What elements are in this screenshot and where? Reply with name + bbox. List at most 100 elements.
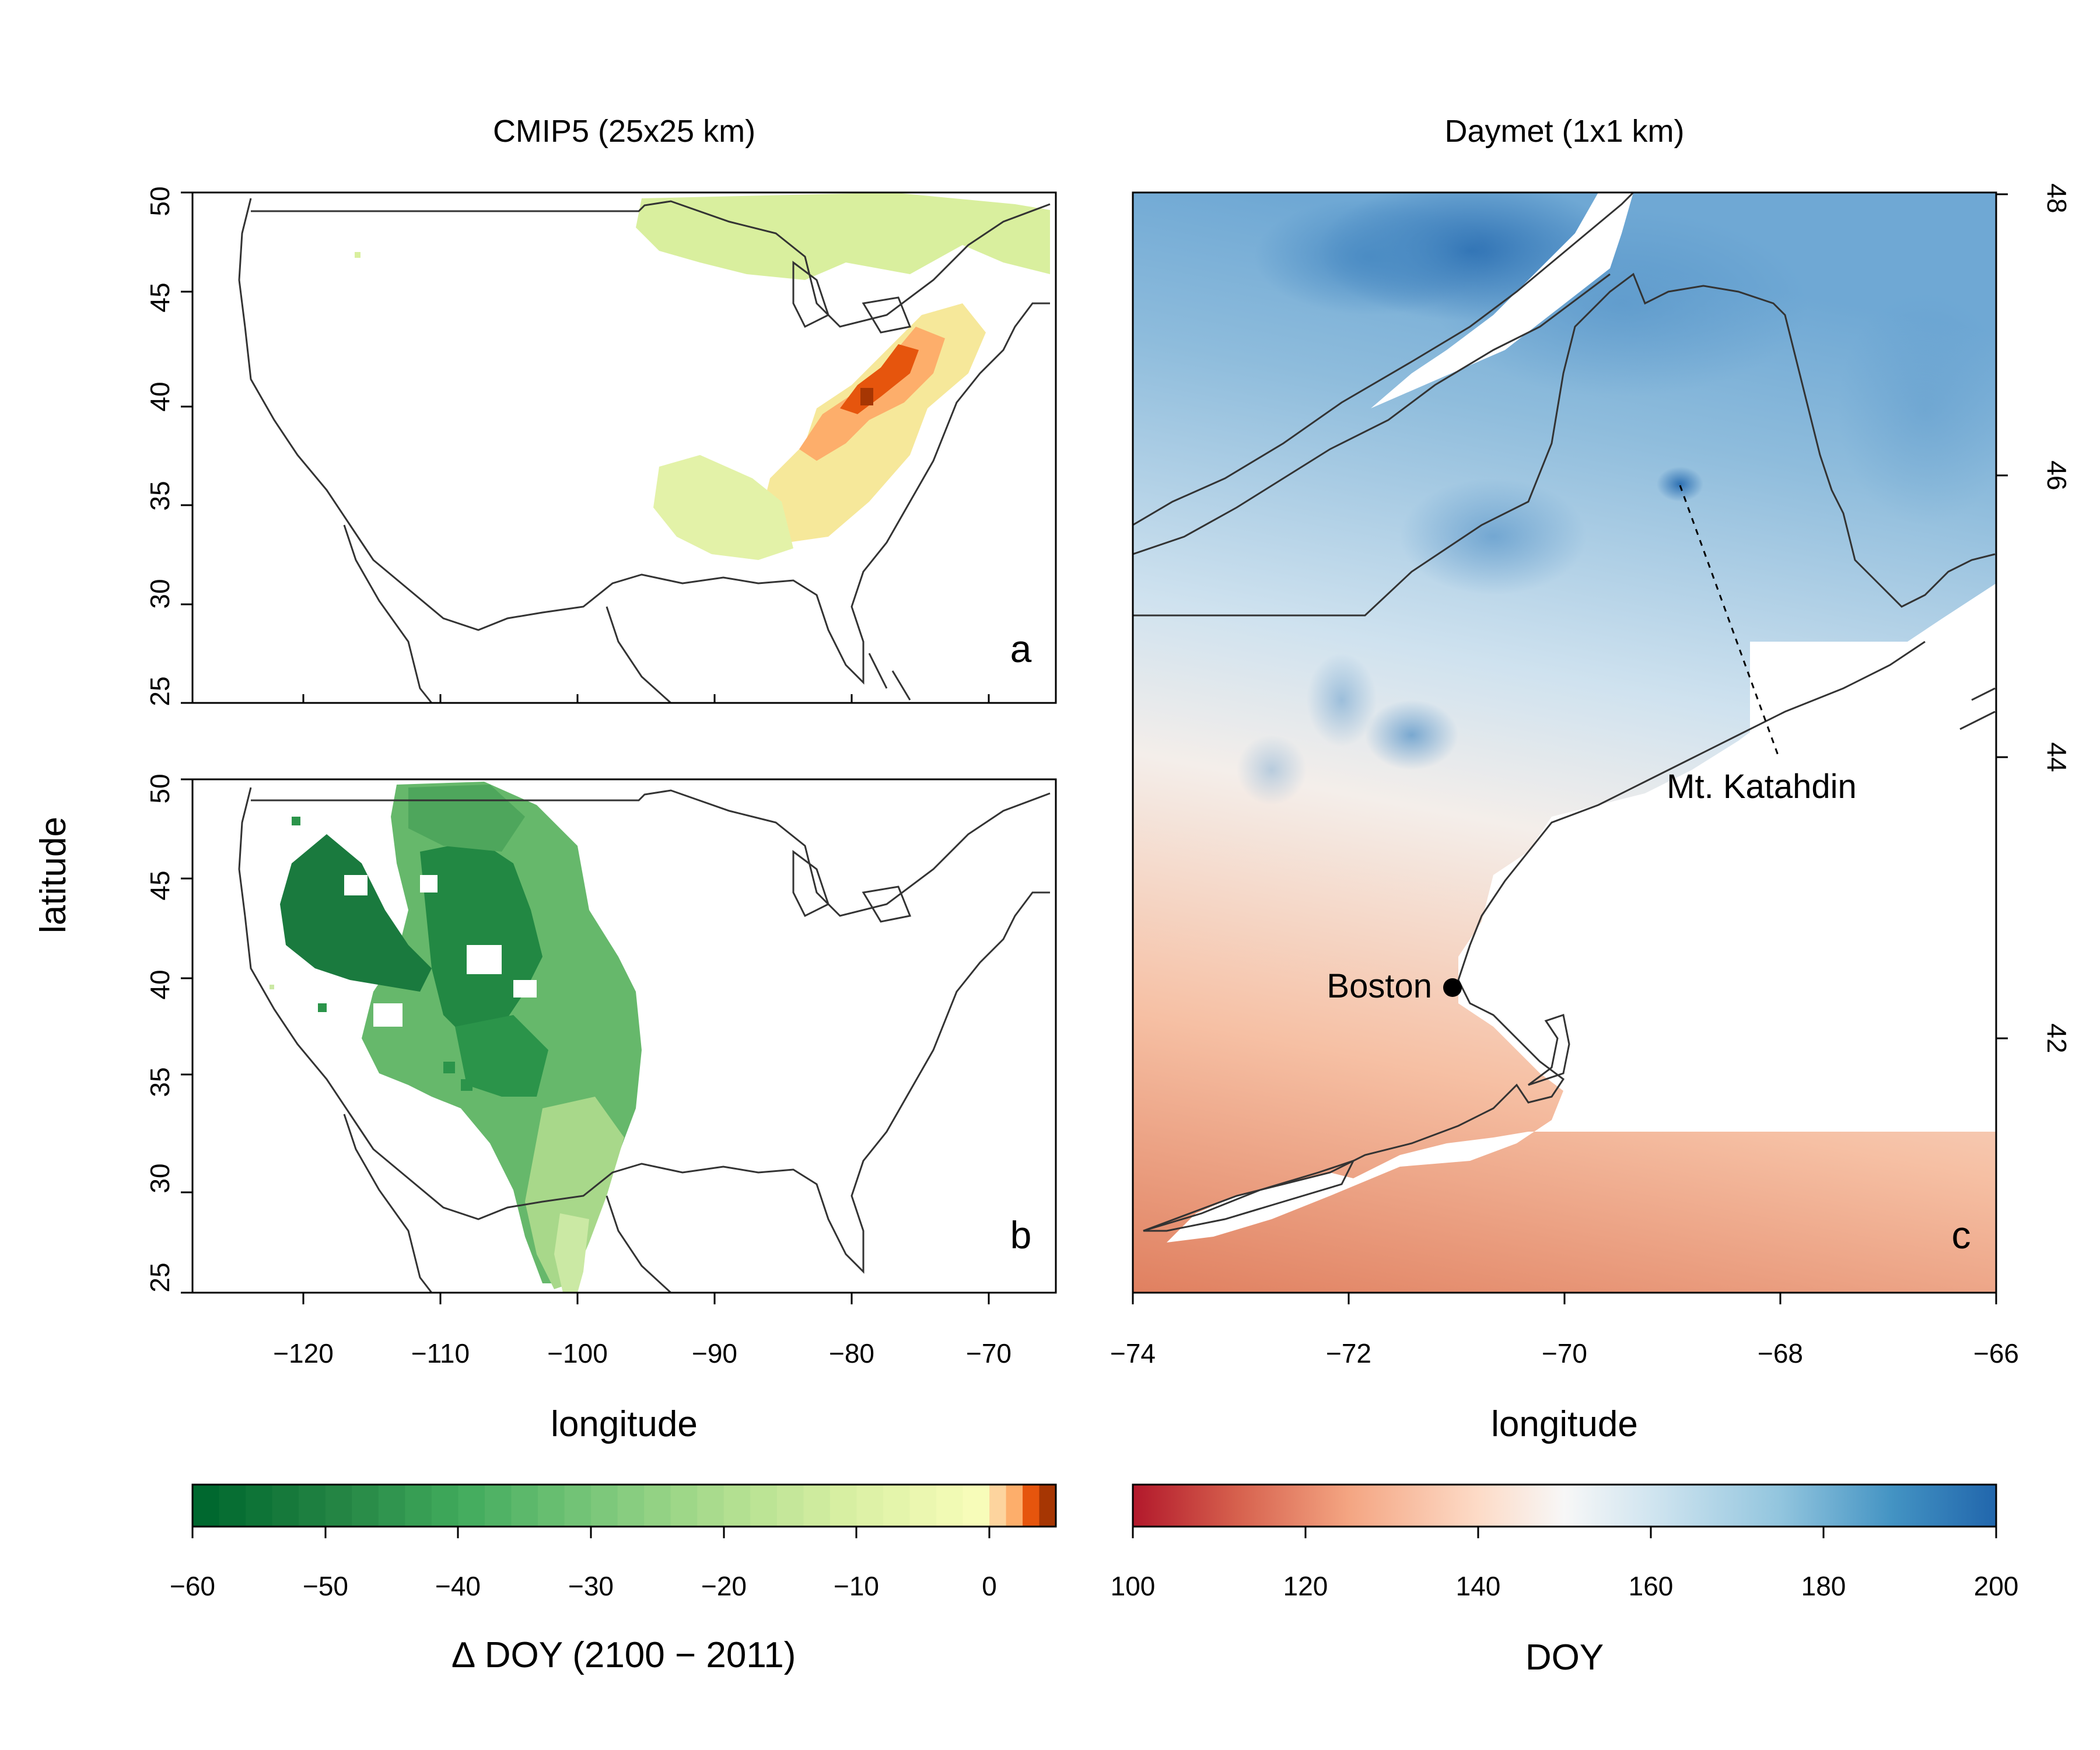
panel-a-west-spot: [355, 252, 360, 258]
colorbar-cell: [963, 1485, 990, 1527]
panel-b-map: b: [191, 778, 1057, 1294]
lon-tick-label: −70: [966, 1338, 1012, 1368]
panel-b-coastline: [238, 787, 1050, 1274]
lat-tick-label: 40: [145, 970, 175, 999]
colorbar-cell: [989, 1485, 1007, 1527]
panel-b-gaps: [344, 875, 537, 1027]
katahdin-label: Mt. Katahdin: [1667, 768, 1857, 806]
lon-tick-label: −68: [1758, 1338, 1803, 1368]
x-axis-label-left: longitude: [551, 1404, 698, 1444]
lon-tick-label: −72: [1326, 1338, 1371, 1368]
left-lat-axis: [181, 191, 192, 1294]
colorbar-tick-label: 140: [1456, 1571, 1501, 1601]
panel-a-us-canada-border: [251, 200, 1051, 328]
colorbar-cell: [378, 1485, 405, 1527]
lon-tick-label: −80: [829, 1338, 874, 1368]
panel-a-letter: a: [1010, 627, 1032, 670]
colorbar-cell: [644, 1485, 671, 1527]
panel-a-baja: [343, 524, 433, 703]
left-lon-axis: [302, 694, 990, 1304]
colorbar-tick-label: 100: [1111, 1571, 1156, 1601]
boston-label: Boston: [1326, 967, 1432, 1005]
lon-tick-label: −70: [1542, 1338, 1587, 1368]
colorbar-cell: [405, 1485, 432, 1527]
colorbar-cell: [909, 1485, 937, 1527]
right-colorbar-frame: [1132, 1483, 1997, 1528]
right-colorbar-label: DOY: [1525, 1637, 1604, 1678]
panel-a-east-field: [758, 303, 986, 542]
panel-c-cape-cod: [1528, 1014, 1570, 1086]
colorbar-cell: [431, 1485, 459, 1527]
left-lon-labels: −120 −110 −100 −90 −80 −70: [273, 1338, 1012, 1368]
panel-c-stlawrence-south: [1133, 273, 1611, 555]
panel-a-canada-field: [636, 192, 1050, 280]
lon-tick-label: −66: [1973, 1338, 2019, 1368]
colorbar-cell: [538, 1485, 565, 1527]
colorbar-tick-label: 180: [1801, 1571, 1846, 1601]
colorbar-cell: [1023, 1485, 1040, 1527]
left-colorbar-labels: −60 −50 −40 −30 −20 −10 0: [170, 1571, 997, 1601]
colorbar-cell: [856, 1485, 884, 1527]
panel-c-map: c Boston Mt. Katahdin: [1132, 191, 1997, 1294]
panel-b-letter: b: [1010, 1213, 1032, 1256]
panel-a-great-lakes: [792, 261, 912, 334]
panel-c-river-band: [1371, 192, 1633, 408]
left-colorbar-frame: [191, 1483, 1057, 1528]
x-axis-label-right: longitude: [1491, 1404, 1638, 1444]
panel-b-palest-green: [554, 1213, 589, 1293]
left-lat-labels-a: 25 30 35 40 45 50: [145, 186, 175, 706]
left-colorbar: −60 −50 −40 −30 −20 −10 0 ∆ DOY (2100 − …: [170, 1483, 1057, 1675]
lon-tick-label: −90: [692, 1338, 737, 1368]
colorbar-tick-label: −10: [834, 1571, 879, 1601]
panel-c-quebec-border: [1133, 272, 1996, 617]
colorbar-cell: [564, 1485, 592, 1527]
right-lat-labels: 42 44 46 48: [2042, 183, 2072, 1053]
panel-a-frame: [191, 191, 1057, 704]
colorbar-tick-label: 160: [1629, 1571, 1674, 1601]
colorbar-cell: [697, 1485, 724, 1527]
panel-b-baja: [343, 1114, 433, 1293]
panel-b-scatter: [292, 817, 473, 1091]
colorbar-cell: [484, 1485, 512, 1527]
lat-tick-label: 35: [145, 481, 175, 510]
colorbar-cell: [776, 1485, 804, 1527]
colorbar-cell: [591, 1485, 618, 1527]
colorbar-cell: [219, 1485, 246, 1527]
panel-c-stlawrence-north: [1133, 192, 1634, 526]
panel-b-dark-south: [455, 1015, 548, 1097]
left-colorbar-label: ∆ DOY (2100 − 2011): [453, 1635, 796, 1675]
panel-a-islands: [868, 653, 911, 701]
lon-tick-label: −74: [1110, 1338, 1156, 1368]
panel-a-south-field: [653, 455, 793, 560]
colorbar-cell: [272, 1485, 299, 1527]
panel-c-long-island: [1143, 1159, 1355, 1232]
panel-b-mid-north: [408, 785, 525, 852]
katahdin-leader-line: [1679, 485, 1780, 759]
colorbar-cell: [617, 1485, 645, 1527]
y-axis-label: latitude: [33, 817, 74, 933]
colorbar-cell: [830, 1485, 857, 1527]
colorbar-tick-label: 120: [1283, 1571, 1328, 1601]
boston-marker: [1443, 978, 1462, 997]
panel-a-east-hotter: [840, 344, 919, 414]
colorbar-cell: [723, 1485, 751, 1527]
lat-tick-label: 30: [145, 1163, 175, 1193]
panel-b-us-canada-border: [251, 789, 1051, 917]
lon-tick-label: −100: [547, 1338, 608, 1368]
colorbar-tick-label: 0: [982, 1571, 997, 1601]
lon-tick-label: −120: [273, 1338, 334, 1368]
colorbar-cell: [246, 1485, 273, 1527]
panel-b-mexico-coast: [606, 1195, 672, 1293]
lat-tick-label: 50: [145, 186, 175, 216]
colorbar-cell: [511, 1485, 538, 1527]
lat-tick-label: 50: [145, 774, 175, 803]
left-lat-labels-b: 25 30 35 40 45 50: [145, 774, 175, 1292]
panel-b-dark-central: [420, 840, 542, 1038]
colorbar-cell: [803, 1485, 831, 1527]
colorbar-cell: [192, 1485, 220, 1527]
colorbar-tick-label: 200: [1974, 1571, 2019, 1601]
panel-b-great-lakes: [792, 850, 912, 923]
panel-b-light-green-south: [525, 1097, 624, 1289]
colorbar-cell: [352, 1485, 379, 1527]
